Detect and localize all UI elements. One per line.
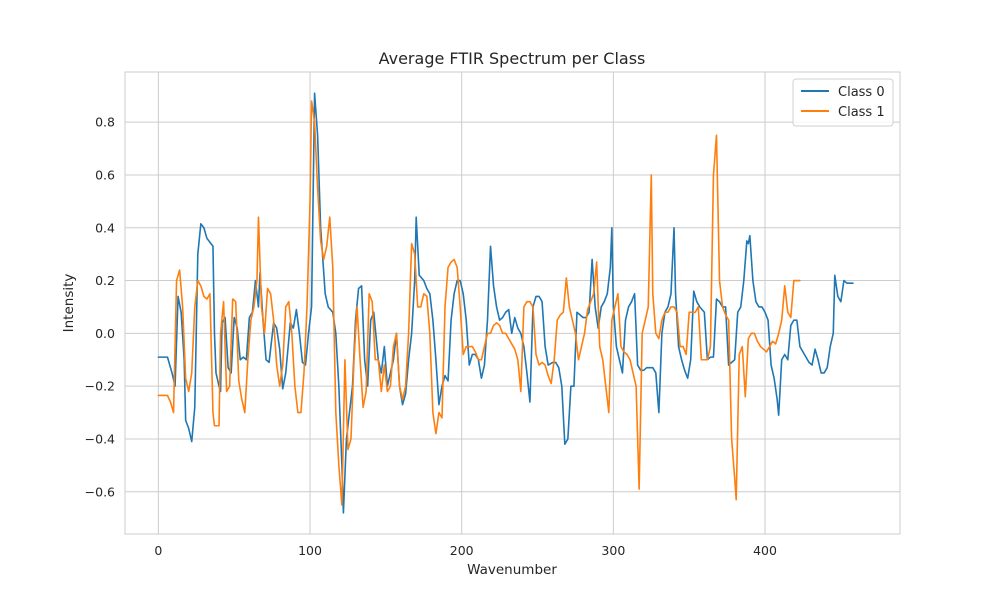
x-tick-label: 100 xyxy=(298,543,322,558)
y-tick-label: −0.2 xyxy=(85,379,115,394)
x-axis-label: Wavenumber xyxy=(467,562,557,578)
y-axis-label: Intensity xyxy=(61,274,77,333)
series-layer xyxy=(157,92,854,514)
legend-label-class-0: Class 0 xyxy=(838,85,885,100)
y-tick-label: 0.2 xyxy=(95,273,115,288)
plot-frame xyxy=(124,71,901,535)
x-tick-label: 400 xyxy=(753,543,777,558)
y-tick-label: 0.0 xyxy=(95,326,115,341)
y-tick-label: −0.4 xyxy=(85,431,115,446)
chart-title: Average FTIR Spectrum per Class xyxy=(379,49,646,68)
y-tick-labels: −0.6 −0.4 −0.2 0.0 0.2 0.4 0.6 0.8 xyxy=(85,115,115,500)
y-tick-label: 0.4 xyxy=(95,220,115,235)
x-tick-label: 0 xyxy=(154,543,162,558)
x-tick-label: 200 xyxy=(450,543,474,558)
x-tick-labels: 0 100 200 300 400 xyxy=(154,543,777,558)
legend-label-class-1: Class 1 xyxy=(838,105,885,120)
y-tick-label: 0.6 xyxy=(95,167,115,182)
y-tick-label: −0.6 xyxy=(85,484,115,499)
grid-lines xyxy=(125,72,900,534)
y-tick-label: 0.8 xyxy=(95,115,115,130)
legend: Class 0 Class 1 xyxy=(792,78,894,127)
x-tick-label: 300 xyxy=(601,543,625,558)
series-line-class-1 xyxy=(157,100,801,506)
